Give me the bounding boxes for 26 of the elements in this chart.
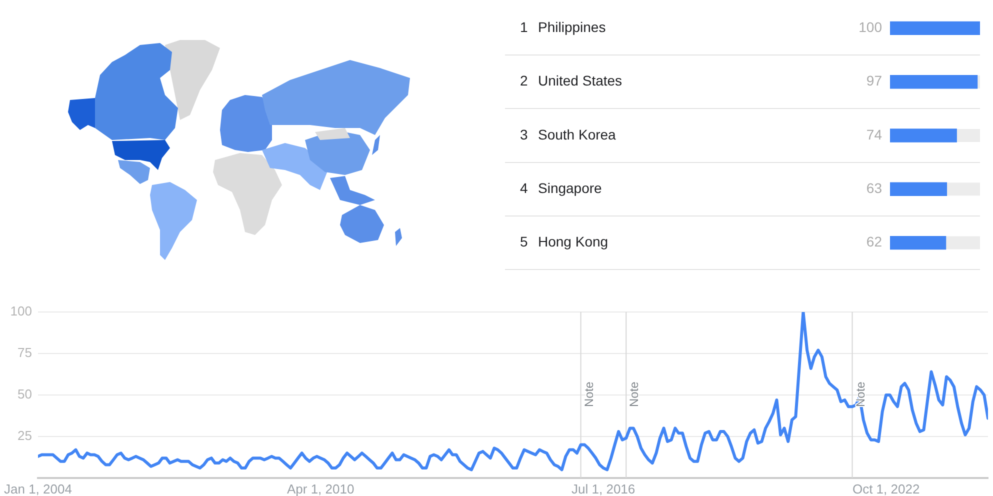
y-tick-label: United States [538, 72, 622, 89]
y-tick-label: Philippines [538, 19, 606, 36]
text: 2 [520, 72, 528, 89]
y-tick-label: 75 [18, 345, 32, 360]
text: 3 [520, 126, 528, 142]
data-label: 74 [866, 126, 882, 142]
y-tick-label: Hong Kong [538, 234, 608, 250]
x-tick-label: Oct 1, 2022 [852, 481, 920, 496]
text: 5 [520, 234, 528, 250]
x-tick-label: Apr 1, 2010 [286, 481, 354, 496]
y-tick-label: South Korea [538, 126, 616, 142]
data-label: 97 [866, 72, 882, 89]
ref-line-label: Note [582, 381, 596, 407]
text: 1 [520, 19, 528, 36]
x-tick-label: Jan 1, 2004 [4, 481, 72, 496]
data-label: 100 [858, 19, 882, 36]
data-label: 62 [866, 234, 882, 250]
x-tick-label: Jul 1, 2016 [572, 481, 636, 496]
ref-line-label: Note [627, 381, 642, 407]
y-tick-label: 25 [18, 428, 32, 444]
text: 4 [520, 180, 528, 196]
y-tick-label: 50 [18, 386, 32, 402]
data-label: 63 [866, 180, 882, 196]
y-tick-label: 100 [10, 304, 32, 319]
ref-line-label: Note [853, 381, 868, 407]
y-tick-label: Singapore [538, 180, 602, 196]
